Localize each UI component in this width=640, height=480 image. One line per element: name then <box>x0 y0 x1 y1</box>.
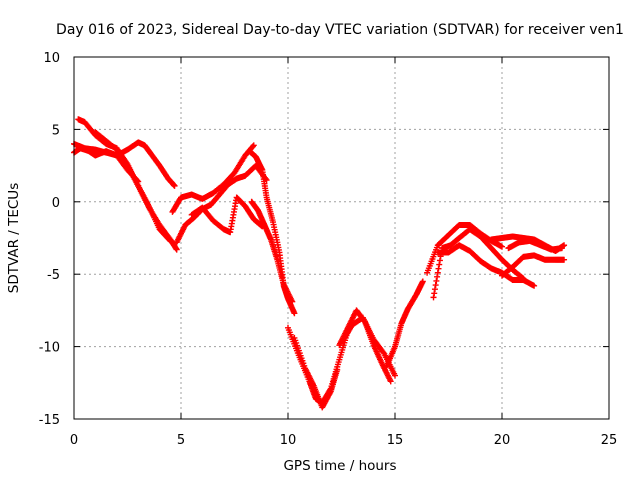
series-satellite-track-7 <box>188 194 266 236</box>
series-satellite-track-4 <box>71 145 142 185</box>
series-satellite-track-11 <box>291 334 341 411</box>
data-point <box>380 349 387 356</box>
series-satellite-track-20 <box>505 237 565 253</box>
data-point <box>250 142 257 149</box>
data-point <box>531 282 538 289</box>
data-point <box>436 261 443 268</box>
data-point <box>171 182 178 189</box>
data-point <box>558 245 565 252</box>
data-point <box>435 265 442 272</box>
chart-title: Day 016 of 2023, Sidereal Day-to-day VTE… <box>56 22 624 38</box>
data-point <box>432 282 439 289</box>
data-point <box>431 286 438 293</box>
data-point <box>499 243 505 250</box>
data-point <box>434 269 441 276</box>
data-point <box>436 257 443 264</box>
data-point <box>167 237 174 244</box>
data-point <box>561 256 568 263</box>
series-satellite-track-14 <box>383 278 426 370</box>
x-tick-label: 0 <box>70 433 78 448</box>
data-point <box>289 298 296 305</box>
data-point <box>135 178 142 185</box>
data-point <box>334 366 341 373</box>
data-point <box>419 278 426 285</box>
plot-frame <box>73 56 610 420</box>
series-satellite-track-17 <box>434 242 538 289</box>
series-satellite-track-19 <box>499 252 568 279</box>
data-point <box>431 290 438 297</box>
y-tick-label: 0 <box>52 196 60 211</box>
y-tick-label: 5 <box>52 123 60 138</box>
x-tick-label: 10 <box>280 433 297 448</box>
data-point <box>134 177 141 184</box>
data-point <box>434 273 441 280</box>
data-point <box>173 246 180 253</box>
y-tick-label: -15 <box>39 413 60 428</box>
data-point <box>433 277 440 284</box>
y-tick-label: -10 <box>39 341 60 356</box>
x-tick-label: 5 <box>177 433 185 448</box>
x-tick-label: 20 <box>494 433 511 448</box>
x-tick-label: 25 <box>601 433 618 448</box>
series-satellite-track-6 <box>173 162 270 246</box>
data-markers <box>71 116 568 411</box>
data-point <box>291 310 298 317</box>
y-tick-label: -5 <box>47 268 60 283</box>
data-point <box>430 294 437 301</box>
y-tick-label: 10 <box>43 51 60 66</box>
x-axis-label: GPS time / hours <box>283 458 396 474</box>
data-point <box>250 143 257 150</box>
x-tick-label: 15 <box>387 433 404 448</box>
y-axis-label: SDTVAR / TECUs <box>6 183 22 293</box>
series-satellite-track-9 <box>248 198 296 305</box>
data-point <box>392 372 398 379</box>
data-point <box>166 236 173 243</box>
data-point <box>387 378 394 385</box>
